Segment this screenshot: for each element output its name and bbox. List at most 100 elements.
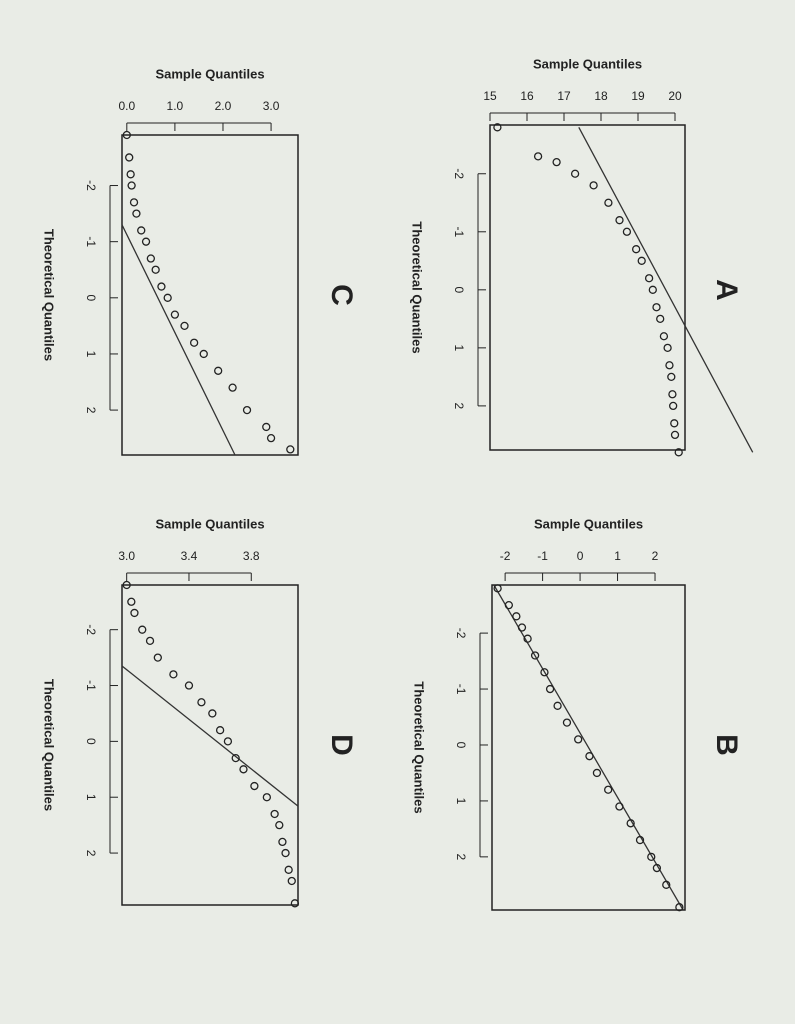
- x-axis-title: Theoretical Quantiles: [42, 679, 57, 811]
- point: [125, 153, 134, 162]
- point: [275, 820, 284, 830]
- y-axis-title: Sample Quantiles: [534, 516, 643, 531]
- point: [637, 256, 646, 265]
- y-tick-label: 3.0: [263, 99, 280, 113]
- point: [493, 584, 502, 593]
- y-tick-label: 2: [652, 549, 659, 563]
- point: [153, 653, 162, 662]
- point: [214, 366, 223, 375]
- y-axis-title: Sample Quantiles: [155, 516, 264, 531]
- point: [523, 634, 532, 643]
- panel-label: D: [325, 734, 358, 756]
- x-tick-label: 0: [452, 286, 466, 293]
- point: [266, 434, 276, 443]
- x-axis-title: Theoretical Quantiles: [42, 229, 57, 361]
- point: [138, 625, 147, 634]
- point: [169, 670, 178, 679]
- x-tick-label: 2: [84, 407, 98, 414]
- x-tick-label: -2: [84, 624, 98, 635]
- point: [170, 310, 180, 319]
- plot-frame: [121, 134, 299, 456]
- point: [592, 768, 602, 778]
- point: [228, 383, 237, 392]
- point: [644, 274, 654, 283]
- y-tick-label: 18: [594, 89, 608, 103]
- panel-label: A: [710, 279, 743, 301]
- x-tick-label: 1: [84, 351, 98, 358]
- point: [615, 802, 624, 811]
- point: [262, 793, 271, 802]
- x-tick-label: 2: [454, 854, 468, 861]
- point: [270, 809, 279, 819]
- point: [231, 753, 240, 763]
- y-tick-label: 15: [483, 89, 497, 103]
- y-tick-label: -2: [500, 549, 511, 563]
- point: [668, 390, 677, 399]
- point: [281, 848, 290, 858]
- x-tick-label: -1: [452, 226, 466, 237]
- point: [141, 237, 151, 246]
- point: [632, 245, 641, 254]
- point: [184, 681, 194, 690]
- point: [157, 282, 166, 291]
- x-tick-label: 0: [84, 738, 98, 745]
- plot-frame: [121, 584, 299, 906]
- x-tick-label: -1: [84, 236, 98, 247]
- point: [570, 169, 580, 178]
- y-tick-label: 20: [668, 89, 682, 103]
- point: [122, 130, 131, 140]
- point: [652, 303, 661, 312]
- point: [239, 765, 248, 774]
- point: [574, 735, 583, 744]
- point: [675, 903, 684, 912]
- y-tick-label: 3.0: [118, 549, 135, 563]
- x-tick-label: -2: [454, 628, 468, 639]
- point: [262, 422, 271, 432]
- y-tick-label: 19: [631, 89, 645, 103]
- y-axis-title: Sample Quantiles: [155, 66, 264, 81]
- point: [662, 880, 671, 889]
- point: [670, 419, 679, 428]
- y-tick-label: 16: [520, 89, 534, 103]
- point: [635, 835, 645, 845]
- x-tick-label: -2: [84, 180, 98, 191]
- point: [287, 876, 296, 886]
- x-tick-label: 2: [452, 403, 466, 410]
- point: [130, 608, 139, 618]
- point: [652, 863, 662, 873]
- x-axis-title: Theoretical Quantiles: [410, 221, 425, 353]
- x-tick-label: -1: [84, 680, 98, 691]
- point: [199, 349, 208, 359]
- panel-label: B: [710, 734, 743, 756]
- point: [286, 445, 295, 454]
- point: [278, 837, 287, 847]
- point: [648, 285, 657, 294]
- point: [604, 198, 613, 207]
- point: [151, 265, 160, 274]
- x-tick-label: 1: [452, 345, 466, 352]
- point: [242, 405, 252, 415]
- reference-line: [121, 224, 236, 456]
- point: [284, 865, 293, 874]
- reference-line: [578, 127, 754, 453]
- plot-frame: [489, 124, 686, 451]
- point: [615, 216, 624, 225]
- point: [517, 623, 527, 632]
- x-tick-label: 1: [84, 794, 98, 801]
- point: [665, 361, 674, 370]
- point: [656, 314, 665, 323]
- point: [250, 781, 259, 791]
- point: [585, 752, 594, 761]
- point: [126, 170, 135, 179]
- point: [137, 226, 146, 235]
- point: [215, 726, 225, 735]
- point: [552, 157, 561, 167]
- y-tick-label: 0: [577, 549, 584, 563]
- y-tick-label: 3.8: [243, 549, 260, 563]
- point: [145, 636, 155, 645]
- reference-line: [493, 584, 684, 911]
- point: [493, 123, 502, 132]
- point: [589, 181, 598, 190]
- y-tick-label: 1.0: [167, 99, 184, 113]
